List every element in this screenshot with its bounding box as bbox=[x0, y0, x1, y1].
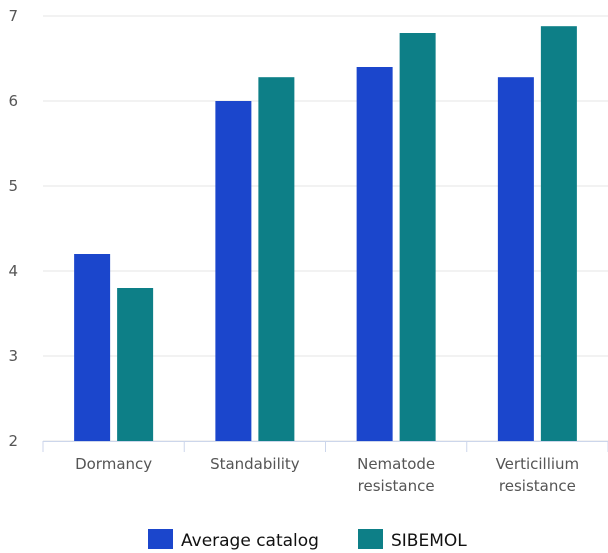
bar-average-catalog[interactable] bbox=[215, 101, 252, 441]
bars bbox=[74, 26, 577, 441]
legend-swatch bbox=[148, 529, 173, 549]
legend-item-average-catalog[interactable]: Average catalog bbox=[148, 529, 319, 551]
y-tick-label: 7 bbox=[8, 7, 18, 25]
x-category-label: Standability bbox=[210, 455, 300, 473]
legend-label: SIBEMOL bbox=[391, 531, 467, 551]
x-category-label: Nematode resistance bbox=[357, 455, 435, 495]
bar-average-catalog[interactable] bbox=[74, 254, 111, 441]
x-axis-ticks bbox=[42, 441, 608, 452]
y-tick-label: 6 bbox=[8, 92, 18, 110]
y-tick-label: 2 bbox=[8, 432, 18, 450]
legend-item-sibemol[interactable]: SIBEMOL bbox=[358, 529, 467, 551]
y-tick-label: 5 bbox=[8, 177, 18, 195]
x-category-label: Verticillium resistance bbox=[496, 455, 580, 495]
x-category-label: Dormancy bbox=[75, 455, 152, 473]
bar-sibemol[interactable] bbox=[540, 26, 577, 441]
bar-sibemol[interactable] bbox=[117, 288, 154, 441]
legend-label: Average catalog bbox=[181, 531, 319, 551]
y-axis-tick-labels: 2 3 4 5 6 7 bbox=[8, 7, 18, 450]
x-axis-category-labels: Dormancy Standability Nematode resistance Ve… bbox=[75, 455, 579, 495]
bar-average-catalog[interactable] bbox=[497, 77, 534, 441]
y-tick-label: 3 bbox=[8, 347, 18, 365]
bar-sibemol[interactable] bbox=[258, 77, 295, 441]
bar-average-catalog[interactable] bbox=[356, 67, 393, 441]
bar-sibemol[interactable] bbox=[399, 33, 436, 441]
y-tick-label: 4 bbox=[8, 262, 18, 280]
legend: Average catalog SIBEMOL bbox=[148, 529, 467, 551]
legend-swatch bbox=[358, 529, 383, 549]
